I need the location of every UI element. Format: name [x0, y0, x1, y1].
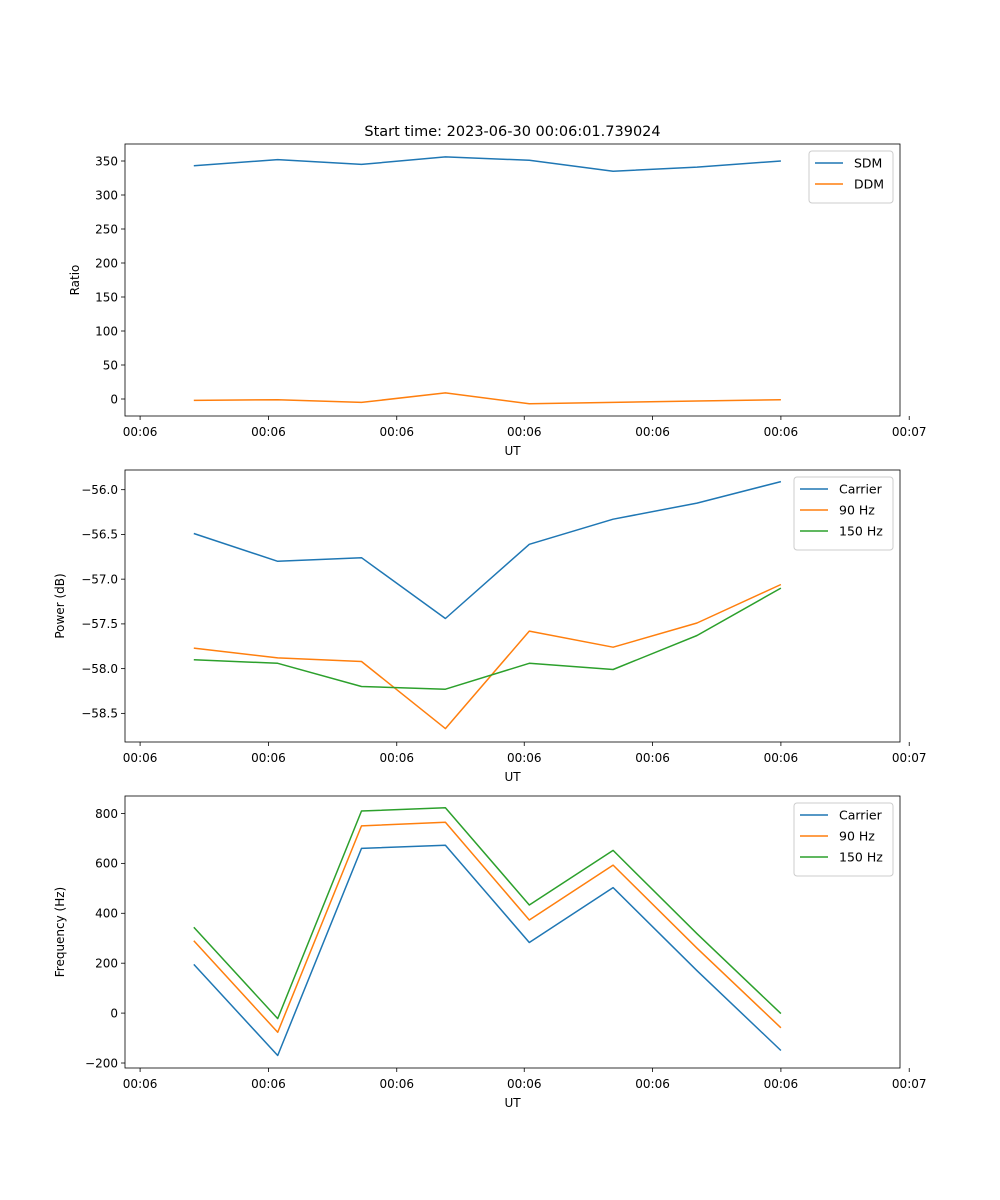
x-tick-label: 00:06 — [507, 1077, 542, 1091]
y-tick-label: 50 — [103, 358, 118, 372]
x-tick-label: 00:06 — [764, 1077, 799, 1091]
y-tick-label: −56.5 — [81, 528, 118, 542]
series-line-90-hz — [193, 583, 782, 730]
y-tick-label: 200 — [95, 956, 118, 970]
legend-label: 150 Hz — [839, 850, 883, 865]
legend: SDM DDM — [808, 150, 894, 204]
y-axis-label: Power (dB) — [53, 573, 67, 638]
legend-label: 90 Hz — [839, 829, 875, 844]
series-line-carrier — [193, 844, 782, 1057]
y-tick-label: 400 — [95, 907, 118, 921]
series-line-sdm — [193, 156, 781, 172]
y-tick-label: 800 — [95, 807, 118, 821]
axes-frame — [124, 143, 901, 417]
y-tick-label: 300 — [95, 188, 118, 202]
x-tick-label: 00:06 — [123, 425, 158, 439]
series-line-150-hz — [193, 806, 782, 1020]
y-tick-label: −58.5 — [81, 707, 118, 721]
panels: 00:06 00:06 00:06 00:06 00:06 00:06 00:07 0 50 10… — [53, 143, 927, 1110]
y-tick-label: −56.0 — [81, 483, 118, 497]
x-tick-label: 00:06 — [507, 425, 542, 439]
x-tick-label: 00:06 — [251, 425, 286, 439]
y-tick-label: 600 — [95, 857, 118, 871]
legend: Carrier 90 Hz 150 Hz — [793, 802, 894, 877]
y-tick-label: 0 — [110, 1006, 118, 1020]
series-line-150-hz — [193, 587, 782, 690]
x-tick-label: 00:06 — [764, 425, 799, 439]
axes-frame — [124, 795, 901, 1069]
x-axis-label: UT — [504, 1096, 521, 1110]
x-axis-label: UT — [504, 770, 521, 784]
x-tick-label: 00:06 — [123, 751, 158, 765]
y-tick-label: −200 — [85, 1056, 118, 1070]
panel-3: 00:06 00:06 00:06 00:06 00:06 00:06 00:07 −200 0… — [53, 795, 927, 1110]
legend-label: SDM — [854, 156, 882, 171]
y-axis-label: Frequency (Hz) — [53, 887, 67, 978]
series-line-carrier — [193, 480, 782, 620]
legend-label: Carrier — [839, 808, 883, 823]
legend-label: 90 Hz — [839, 503, 875, 518]
y-axis-label: Ratio — [68, 265, 82, 296]
x-tick-label: 00:06 — [251, 751, 286, 765]
x-axis-label: UT — [504, 444, 521, 458]
series-line-ddm — [193, 392, 781, 405]
y-tick-label: 200 — [95, 256, 118, 270]
y-tick-label: 0 — [110, 392, 118, 406]
y-tick-label: 100 — [95, 324, 118, 338]
legend-label: 150 Hz — [839, 524, 883, 539]
x-tick-label: 00:06 — [635, 425, 670, 439]
x-tick-label: 00:06 — [123, 1077, 158, 1091]
x-tick-label: 00:06 — [635, 751, 670, 765]
x-tick-label: 00:06 — [764, 751, 799, 765]
x-tick-label: 00:06 — [379, 1077, 414, 1091]
legend-label: Carrier — [839, 482, 883, 497]
x-tick-label: 00:07 — [892, 751, 927, 765]
x-tick-label: 00:06 — [379, 425, 414, 439]
x-tick-label: 00:06 — [379, 751, 414, 765]
panel-1: 00:06 00:06 00:06 00:06 00:06 00:06 00:07 0 50 10… — [68, 143, 927, 458]
legend-label: DDM — [854, 177, 884, 192]
series-line-90-hz — [193, 821, 782, 1034]
x-tick-label: 00:06 — [251, 1077, 286, 1091]
x-tick-label: 00:06 — [507, 751, 542, 765]
axes-frame — [124, 469, 901, 743]
y-tick-label: −58.0 — [81, 662, 118, 676]
panel-2: 00:06 00:06 00:06 00:06 00:06 00:06 00:07 −58.5… — [53, 469, 927, 784]
legend: Carrier 90 Hz 150 Hz — [793, 476, 894, 551]
y-tick-label: 150 — [95, 290, 118, 304]
x-tick-label: 00:07 — [892, 1077, 927, 1091]
x-tick-label: 00:06 — [635, 1077, 670, 1091]
legend-box — [808, 150, 894, 204]
figure-title: Start time: 2023-06-30 00:06:01.739024 — [364, 124, 660, 140]
x-tick-label: 00:07 — [892, 425, 927, 439]
y-tick-label: 350 — [95, 154, 118, 168]
y-tick-label: −57.0 — [81, 572, 118, 586]
y-tick-label: −57.5 — [81, 617, 118, 631]
y-tick-label: 250 — [95, 222, 118, 236]
